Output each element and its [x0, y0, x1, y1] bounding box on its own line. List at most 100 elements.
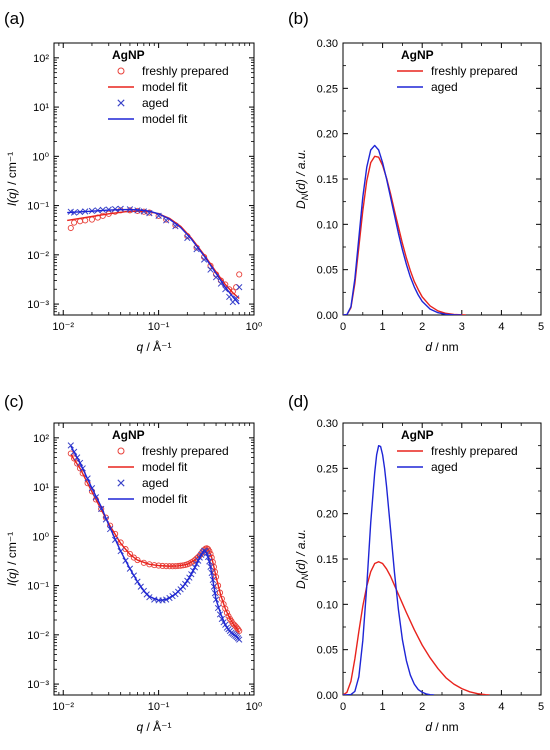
series-line: [343, 444, 435, 695]
panel-label: (a): [4, 9, 25, 28]
series-line: [343, 561, 490, 695]
legend-entry: aged: [431, 80, 458, 94]
x-tick-label: 2: [419, 701, 425, 713]
series-line: [70, 454, 240, 634]
data-point: [82, 217, 89, 224]
series-line: [343, 144, 462, 315]
x-axis-label: q / Å⁻¹: [136, 339, 171, 354]
y-tick-label: 0.10: [317, 599, 338, 611]
y-tick-label: 0.25: [317, 463, 338, 475]
y-tick-label: 10⁻¹: [27, 201, 49, 213]
data-point: [206, 548, 213, 555]
legend-entry: freshly prepared: [142, 444, 229, 458]
x-tick-label: 10⁻²: [52, 321, 74, 333]
data-point: [222, 605, 229, 612]
legend-swatch: [117, 447, 125, 455]
legend-swatch: [117, 479, 125, 487]
data-point: [236, 271, 243, 278]
y-axis-label: DN(d) / a.u.: [294, 149, 310, 209]
data-point: [71, 219, 78, 226]
x-axis-label: d / nm: [425, 720, 458, 734]
legend-entry: freshly prepared: [431, 64, 518, 78]
legend-title: AgNP: [112, 428, 145, 442]
y-tick-label: 10⁻³: [27, 299, 49, 311]
x-tick-label: 10⁰: [246, 701, 263, 713]
y-tick-label: 10⁻¹: [27, 581, 49, 593]
data-point: [223, 609, 230, 616]
y-tick-label: 0.15: [317, 554, 338, 566]
data-point: [102, 514, 109, 521]
x-axis-label: d / nm: [425, 340, 458, 354]
data-point: [88, 216, 96, 223]
legend: AgNP freshly prepared aged: [397, 48, 518, 94]
data-point: [236, 284, 243, 291]
legend-title: AgNP: [401, 48, 434, 62]
y-tick-label: 10²: [33, 433, 49, 445]
y-tick-label: 0.05: [317, 645, 338, 657]
legend-entry: aged: [142, 96, 169, 110]
y-tick-label: 0.30: [317, 38, 338, 50]
data-point: [67, 442, 74, 449]
y-tick-label: 10²: [33, 53, 49, 65]
data-point: [229, 288, 236, 295]
data-point: [76, 218, 84, 225]
x-tick-label: 4: [498, 321, 504, 333]
y-tick-label: 0.30: [317, 418, 338, 430]
y-tick-label: 0.00: [317, 310, 338, 322]
y-tick-label: 0.10: [317, 219, 338, 231]
x-tick-label: 4: [498, 701, 504, 713]
y-tick-label: 0.20: [317, 129, 338, 141]
series-line: [343, 155, 466, 315]
panel-label: (b): [288, 9, 309, 28]
series-line: [67, 208, 240, 305]
legend-entry: model fit: [142, 460, 188, 474]
legend-entry: model fit: [142, 80, 188, 94]
y-axis-label: I(q) / cm⁻¹: [5, 532, 19, 586]
x-tick-label: 10⁻¹: [148, 701, 170, 713]
x-tick-label: 10⁻¹: [148, 321, 170, 333]
y-tick-label: 10¹: [33, 102, 49, 114]
x-tick-label: 1: [380, 321, 386, 333]
data-point: [222, 286, 229, 293]
data-point: [126, 550, 133, 557]
y-tick-label: 10⁰: [32, 531, 49, 543]
legend-entry: freshly prepared: [142, 64, 229, 78]
legend: AgNP freshly prepared model fit aged model f…: [108, 428, 229, 506]
series-line: [67, 210, 240, 299]
legend-swatch: [117, 99, 125, 107]
panel-label: (d): [288, 392, 309, 411]
plot-area: [67, 442, 243, 643]
x-tick-label: 10⁻²: [52, 701, 74, 713]
x-tick-label: 3: [459, 701, 465, 713]
y-tick-label: 10⁰: [32, 151, 49, 163]
x-tick-label: 5: [538, 321, 544, 333]
panel-b: (b) 0 1 2 3 4 5 0.00 0.05 0.10 0.15 0.20 0.25 0.30 d /…: [288, 9, 544, 354]
y-tick-label: 10¹: [33, 482, 49, 494]
series-line: [70, 445, 240, 641]
legend-entry: model fit: [142, 112, 188, 126]
x-axis-label: q / Å⁻¹: [136, 719, 171, 734]
panel-label: (c): [4, 392, 24, 411]
y-axis-label: I(q) / cm⁻¹: [5, 152, 19, 206]
legend-entry: aged: [142, 476, 169, 490]
y-tick-label: 0.15: [317, 174, 338, 186]
legend: AgNP freshly prepared aged: [397, 428, 518, 474]
plot-area: [67, 205, 243, 306]
y-tick-label: 0.00: [317, 690, 338, 702]
x-tick-label: 5: [538, 701, 544, 713]
y-tick-label: 10⁻³: [27, 679, 49, 691]
data-point: [117, 205, 124, 212]
legend-entry: aged: [431, 460, 458, 474]
data-point: [134, 556, 141, 564]
data-point: [67, 450, 74, 457]
legend: AgNP freshly prepared model fit aged model f…: [108, 48, 229, 126]
y-tick-label: 10⁻²: [27, 250, 49, 262]
x-tick-label: 1: [380, 701, 386, 713]
data-point: [236, 627, 243, 634]
x-tick-label: 0: [340, 701, 346, 713]
data-point: [111, 205, 119, 213]
data-point: [117, 539, 124, 546]
y-tick-label: 0.25: [317, 83, 338, 95]
